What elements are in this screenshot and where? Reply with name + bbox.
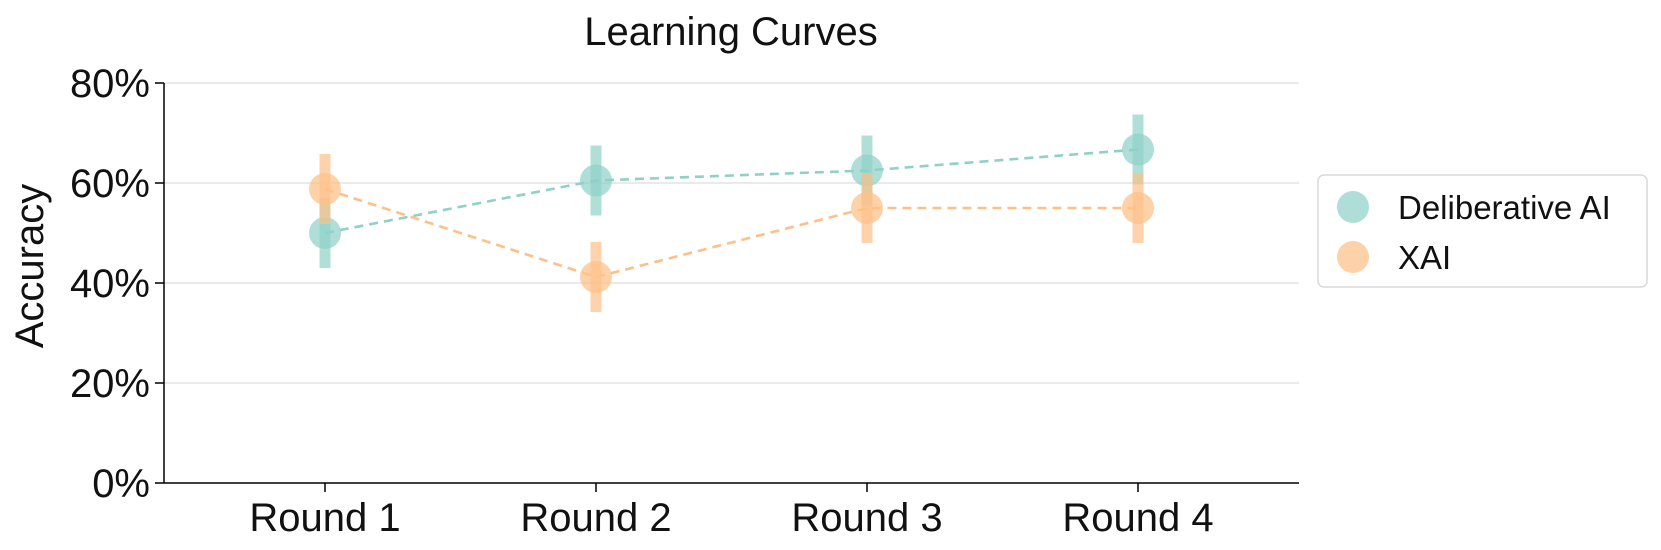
y-axis-ticks: 0% 20% 40% 60% 80% <box>70 62 164 506</box>
legend-box <box>1317 174 1648 288</box>
legend: Deliberative AI XAI <box>1317 174 1648 288</box>
data-point <box>580 164 612 197</box>
y-tick-label: 40% <box>70 262 150 306</box>
legend-marker <box>1337 191 1369 223</box>
y-tick-label: 80% <box>70 62 150 106</box>
x-tick-label: Round 2 <box>520 496 671 540</box>
data-point <box>309 173 341 205</box>
series-line <box>324 187 1138 279</box>
y-tick-label: 0% <box>92 462 150 506</box>
chart-title: Learning Curves <box>584 10 878 54</box>
series-line <box>324 148 1139 235</box>
series-layer <box>309 114 1154 312</box>
legend-marker <box>1337 241 1369 273</box>
x-tick-label: Round 4 <box>1062 496 1213 540</box>
series-1 <box>309 114 1154 268</box>
legend-label: Deliberative AI <box>1398 189 1611 226</box>
data-point <box>851 154 883 187</box>
x-axis-ticks: Round 1 Round 2 Round 3 Round 4 <box>249 483 1214 540</box>
data-point <box>309 217 341 249</box>
grid-lines <box>164 82 1299 384</box>
y-tick-label: 20% <box>70 362 150 406</box>
legend-label: XAI <box>1398 239 1451 276</box>
data-point <box>851 192 883 224</box>
data-point <box>1122 192 1154 224</box>
x-tick-label: Round 3 <box>791 496 942 540</box>
series-2 <box>309 154 1154 312</box>
y-tick-label: 60% <box>70 162 150 206</box>
y-axis-label: Accuracy <box>8 184 52 349</box>
x-tick-label: Round 1 <box>249 496 400 540</box>
data-point <box>580 261 612 293</box>
data-point <box>1122 133 1154 166</box>
